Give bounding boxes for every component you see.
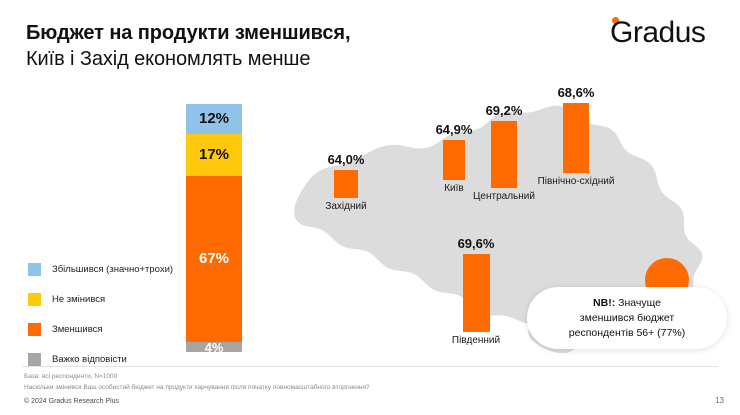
legend-swatch-icon-gray xyxy=(28,353,41,366)
footer-base-text: База: всі респонденти, N=1000 xyxy=(24,373,118,380)
region-kyiv: 64,9% Київ xyxy=(428,122,480,194)
region-bar-pivdennyi xyxy=(462,254,490,332)
region-label-zakhidnyi: Західний xyxy=(325,201,367,212)
region-zakhidnyi: 64,0% Західний xyxy=(310,152,382,212)
region-value-pivnichno-skhidnyi: 68,6% xyxy=(557,85,595,100)
stack-segment-hard-to-say: 4% xyxy=(186,340,242,355)
title-line-1: Бюджет на продукти зменшився, xyxy=(26,22,351,44)
legend: Збільшився (значно+трохи) Не змінився Зм… xyxy=(28,258,188,378)
nb-line3: респондентів 56+ (77%) xyxy=(568,326,686,339)
legend-item-increased: Збільшився (значно+трохи) xyxy=(28,258,188,281)
stacked-bar-total: 12% 17% 67% 4% xyxy=(186,104,242,355)
nb-line2: зменшився бюджет xyxy=(579,311,675,324)
gradus-logo: Gradus xyxy=(602,14,722,54)
legend-label-unchanged: Не змінився xyxy=(52,294,106,305)
region-value-zakhidnyi: 64,0% xyxy=(327,152,365,167)
region-pivnichno-skhidnyi: 68,6% Північно-східний xyxy=(521,85,631,187)
legend-label-increased: Збільшився (значно+трохи) xyxy=(52,264,174,275)
nb-callout-text: NB!: Значуще зменшився бюджет респондент… xyxy=(557,296,697,341)
region-bar-tsentralnyi xyxy=(491,121,517,188)
region-value-kyiv: 64,9% xyxy=(435,122,473,137)
stack-segment-decreased: 67% xyxy=(186,175,242,343)
region-label-kyiv: Київ xyxy=(444,183,464,194)
region-value-tsentralnyi: 69,2% xyxy=(485,103,523,118)
legend-item-unchanged: Не змінився xyxy=(28,288,188,311)
legend-item-hard-to-say: Важко відповісти xyxy=(28,348,188,371)
stack-segment-increased: 12% xyxy=(186,104,242,134)
legend-swatch-icon-yellow xyxy=(28,293,41,306)
ukraine-map-shape xyxy=(294,105,703,324)
page-title: Бюджет на продукти зменшився, Київ і Зах… xyxy=(26,20,546,73)
region-label-pivdennyi: Південний xyxy=(451,335,501,346)
page-number: 13 xyxy=(715,396,724,405)
logo-text: Gradus xyxy=(610,16,706,49)
legend-swatch-icon-orange xyxy=(28,323,41,336)
region-value-pivdennyi: 69,6% xyxy=(457,236,495,251)
region-bar-pivnichno-skhidnyi xyxy=(563,103,589,173)
region-label-tsentralnyi: Центральний xyxy=(473,191,535,202)
title-line-2: Київ і Захід економлять менше xyxy=(26,48,311,70)
legend-item-decreased: Зменшився xyxy=(28,318,188,341)
footer-divider xyxy=(22,366,718,367)
legend-swatch-icon-blue xyxy=(28,263,41,276)
nb-line1-rest: Значуще xyxy=(615,296,661,309)
region-tsentralnyi: 69,2% Центральний xyxy=(462,103,546,202)
footer: База: всі респонденти, N=1000 Наскільки … xyxy=(24,371,664,408)
orange-dot-icon xyxy=(612,17,619,24)
legend-label-hard-to-say: Важко відповісти xyxy=(52,354,127,365)
legend-label-decreased: Зменшився xyxy=(52,324,103,335)
region-bar-zakhidnyi xyxy=(334,170,358,198)
nb-callout: NB!: Значуще зменшився бюджет респондент… xyxy=(527,287,727,349)
region-label-pivnichno-skhidnyi: Північно-східний xyxy=(537,176,615,187)
footer-copyright: © 2024 Gradus Research Plus xyxy=(24,398,120,405)
region-bar-kyiv xyxy=(443,140,465,180)
nb-prefix: NB!: xyxy=(593,296,616,309)
stack-segment-unchanged: 17% xyxy=(186,133,242,176)
footer-question-text: Наскільки змінився Ваш особистий бюджет … xyxy=(24,384,370,391)
region-pivdennyi: 69,6% Південний xyxy=(436,236,516,346)
